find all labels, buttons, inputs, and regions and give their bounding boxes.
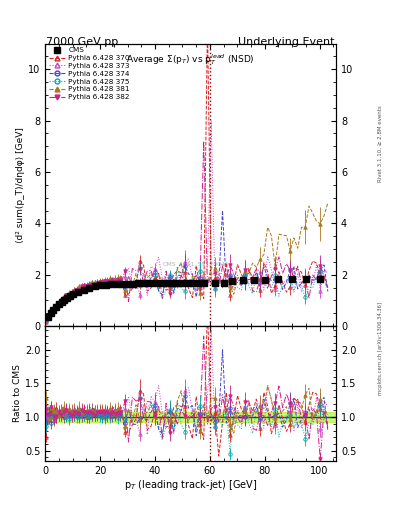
Legend: CMS, Pythia 6.428 370, Pythia 6.428 373, Pythia 6.428 374, Pythia 6.428 375, Pyt: CMS, Pythia 6.428 370, Pythia 6.428 373,… <box>48 46 131 102</box>
Y-axis label: ⟨d² sum(p_T)/dηdφ⟩ [GeV]: ⟨d² sum(p_T)/dηdφ⟩ [GeV] <box>16 127 25 243</box>
Text: mcplots.cern.ch [arXiv:1306.34,36]: mcplots.cern.ch [arXiv:1306.34,36] <box>378 302 383 395</box>
Text: Underlying Event: Underlying Event <box>238 37 335 47</box>
Bar <box>45 412 336 422</box>
Text: Rivet 3.1.10, ≥ 2.8M events: Rivet 3.1.10, ≥ 2.8M events <box>378 105 383 182</box>
Y-axis label: Ratio to CMS: Ratio to CMS <box>13 365 22 422</box>
Text: 7000 GeV pp: 7000 GeV pp <box>46 37 119 47</box>
X-axis label: p$_T$ (leading track-jet) [GeV]: p$_T$ (leading track-jet) [GeV] <box>124 478 257 493</box>
Text: CMS_2011_S9120041: CMS_2011_S9120041 <box>163 261 230 267</box>
Text: Average $\Sigma$(p$_T$) vs p$_T^{lead}$ (NSD): Average $\Sigma$(p$_T$) vs p$_T^{lead}$ … <box>126 52 255 67</box>
